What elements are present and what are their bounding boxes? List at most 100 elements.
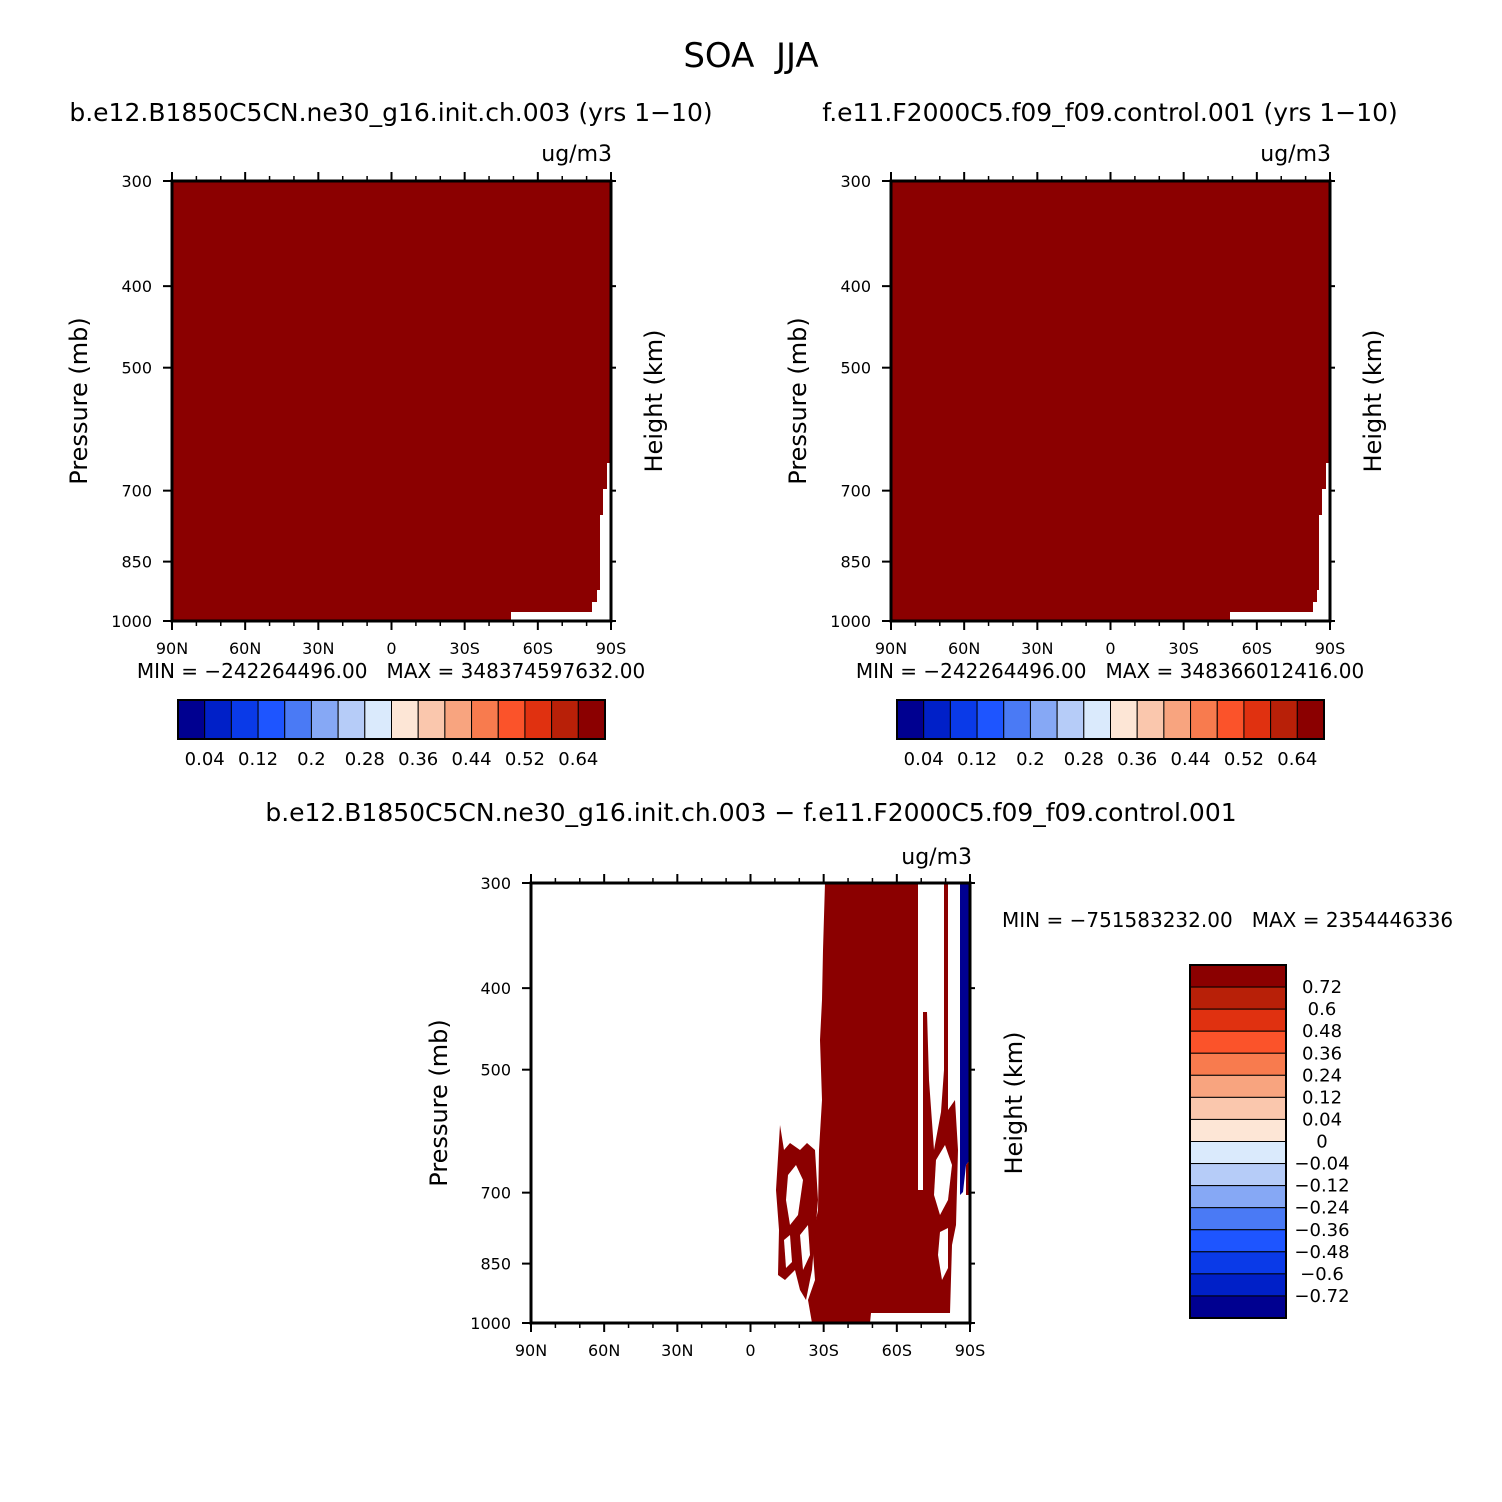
colorbar-swatch — [1189, 1273, 1287, 1297]
colorbar-swatch — [284, 699, 312, 740]
y-tick-label: 850 — [840, 553, 871, 572]
y-tick-label: 850 — [121, 553, 152, 572]
plot-area: 90N 60N 30N 0 30S 60S 90S 300 400 500 700 850 1000 — [830, 172, 1345, 658]
colorbar-swatch — [444, 699, 473, 740]
colorbar-swatch — [1189, 964, 1287, 988]
x-tick-label: 30S — [449, 639, 480, 658]
positive-difference-region — [808, 883, 958, 1323]
x-tick-label: 30S — [808, 1341, 839, 1360]
colorbar-swatch — [1056, 699, 1085, 740]
colorbar-swatch — [1029, 699, 1058, 740]
y-tick-label: 700 — [121, 482, 152, 501]
panel-title: b.e12.B1850C5CN.ne30_g16.init.ch.003 (yr… — [69, 98, 712, 127]
colorbar-swatch — [204, 699, 232, 740]
colorbar-swatch — [471, 699, 499, 740]
colorbar-swatch — [551, 699, 579, 740]
colorbar-swatch — [1189, 1074, 1287, 1098]
y-axis-title: Pressure (mb) — [65, 317, 93, 484]
x-tick-label: 60N — [588, 1341, 620, 1360]
x-tick-label: 90S — [596, 639, 627, 658]
colorbar-swatch — [1189, 1251, 1287, 1275]
colorbar-swatch — [257, 699, 286, 740]
positive-region-gap — [934, 1145, 952, 1215]
filled-field — [891, 181, 1330, 621]
y-tick-label: 500 — [840, 359, 871, 378]
y-tick-label: 400 — [480, 979, 511, 998]
x-tick-label: 30S — [1168, 639, 1199, 658]
units-label: ug/m3 — [541, 142, 612, 167]
colorbar-label: 0.28 — [345, 749, 385, 770]
colorbar-swatch — [1189, 1163, 1287, 1187]
positive-region-gap — [938, 1228, 948, 1280]
y-tick-label: 1000 — [830, 612, 871, 631]
colorbar-swatch — [896, 699, 925, 740]
colorbar-swatch — [417, 699, 446, 740]
colorbar-swatch — [364, 699, 392, 740]
colorbar-swatch — [1189, 1207, 1287, 1231]
colorbar-label: −0.12 — [1294, 1176, 1349, 1197]
x-tick-label: 60S — [523, 639, 554, 658]
panel-case2: f.e11.F2000C5.f09_f09.control.001 (yrs 1… — [784, 98, 1398, 770]
x-tick-label: 90N — [156, 639, 188, 658]
colorbar-label: −0.04 — [1294, 1154, 1349, 1175]
colorbar-label: −0.6 — [1300, 1264, 1344, 1285]
colorbar-swatch — [1270, 699, 1298, 740]
x-tick-label: 60S — [882, 1341, 913, 1360]
colorbar-label: 0.6 — [1308, 999, 1337, 1020]
colorbar-swatch — [391, 699, 419, 740]
colorbar-swatch — [1136, 699, 1165, 740]
colorbar-swatch — [1243, 699, 1272, 740]
colorbar-label: −0.72 — [1294, 1286, 1349, 1307]
colorbar-label: −0.48 — [1294, 1242, 1349, 1263]
colorbar-swatch — [1190, 699, 1218, 740]
colorbar-swatch — [1110, 699, 1138, 740]
colorbar-label: 0.44 — [452, 749, 492, 770]
colorbar-swatch — [177, 699, 206, 740]
colorbar-swatch — [1296, 699, 1325, 740]
colorbar-label: 0.64 — [1277, 749, 1317, 770]
colorbar-swatch — [1189, 1185, 1287, 1209]
plot-area: 90N 60N 30N 0 30S 60S 90S 300 400 500 700 850 1000 — [470, 874, 985, 1360]
panel-diff: b.e12.B1850C5CN.ne30_g16.init.ch.003 − f… — [265, 798, 1453, 1360]
colorbar-frame — [1189, 964, 1287, 1319]
y-axis-title: Pressure (mb) — [784, 317, 812, 484]
colorbar-swatch — [976, 699, 1005, 740]
colorbar-swatch — [230, 699, 259, 740]
colorbar-swatch — [1189, 1052, 1287, 1076]
colorbar-label: 0.24 — [1302, 1065, 1342, 1086]
y-axis-title-right: Height (km) — [1359, 330, 1387, 473]
x-tick-label: 30N — [661, 1341, 693, 1360]
colorbar-swatch — [1163, 699, 1192, 740]
panel-case1: b.e12.B1850C5CN.ne30_g16.init.ch.003 (yr… — [65, 98, 713, 770]
colorbar-label: 0.36 — [1302, 1043, 1342, 1064]
x-tick-label: 90S — [955, 1341, 986, 1360]
colorbar-swatch — [1189, 1229, 1287, 1253]
colorbar-swatch — [1189, 1096, 1287, 1120]
colorbar-label: −0.24 — [1294, 1198, 1349, 1219]
colorbar-swatch — [923, 699, 951, 740]
colorbar: 0.04 0.12 0.2 0.28 0.36 0.44 0.52 0.64 — [896, 699, 1325, 770]
panel-title: f.e11.F2000C5.f09_f09.control.001 (yrs 1… — [822, 98, 1398, 127]
colorbar: 0.04 0.12 0.2 0.28 0.36 0.44 0.52 0.64 — [177, 699, 606, 770]
colorbar-swatch — [1083, 699, 1111, 740]
y-tick-label: 1000 — [470, 1314, 511, 1333]
y-tick-label: 300 — [840, 172, 871, 191]
colorbar-label: 0.12 — [957, 749, 997, 770]
y-tick-label: 500 — [480, 1061, 511, 1080]
x-tick-label: 60N — [229, 639, 261, 658]
colorbar-label: 0.64 — [558, 749, 598, 770]
stats-text: MIN = −242264496.00 MAX = 348374597632.0… — [137, 659, 645, 683]
colorbar-swatch — [1189, 1118, 1287, 1142]
colorbar-swatch — [497, 699, 526, 740]
x-tick-label: 60S — [1242, 639, 1273, 658]
y-tick-label: 400 — [121, 277, 152, 296]
colorbar-label: 0.04 — [1302, 1109, 1342, 1130]
colorbar-frame — [177, 699, 606, 740]
colorbar-label: 0.12 — [1302, 1087, 1342, 1108]
x-tick-label: 60N — [948, 639, 980, 658]
x-tick-label: 90N — [515, 1341, 547, 1360]
colorbar-swatch — [577, 699, 606, 740]
colorbar-label: 0 — [1316, 1132, 1327, 1153]
y-tick-label: 300 — [121, 172, 152, 191]
colorbar-swatch — [1189, 1295, 1287, 1319]
